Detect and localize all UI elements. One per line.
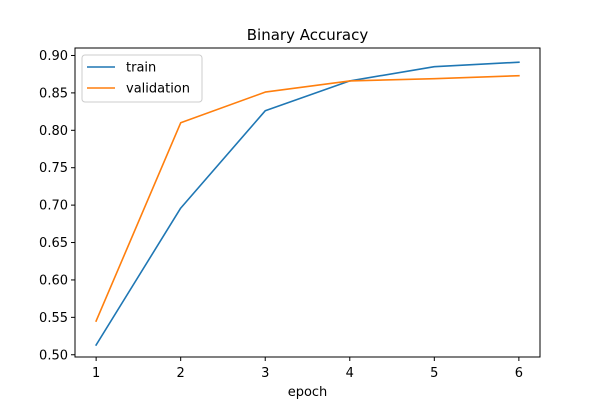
y-tick-label: 0.80	[39, 124, 68, 139]
plot-marks	[94, 61, 520, 347]
y-tick-label: 0.50	[39, 348, 68, 363]
y-tick-label: 0.60	[39, 273, 68, 288]
legend-label-train: train	[126, 61, 156, 76]
x-tick-label: 4	[346, 366, 354, 381]
plot-frame	[74, 47, 541, 358]
x-axis-label: epoch	[288, 385, 328, 400]
y-tick-label: 0.70	[39, 199, 68, 214]
x-tick-label: 5	[430, 366, 438, 381]
series-line-validation	[95, 74, 520, 323]
legend: train validation	[81, 54, 203, 103]
x-tick-label: 6	[515, 366, 523, 381]
y-axis: 0.50 0.55 0.60 0.65 0.70 0.75 0.80 0.85 0.90	[39, 49, 75, 363]
legend-label-validation: validation	[126, 82, 190, 97]
series-line-train	[94, 61, 520, 347]
x-tick-label: 3	[261, 366, 269, 381]
x-tick-label: 2	[177, 366, 185, 381]
y-tick-label: 0.75	[39, 161, 68, 176]
y-tick-label: 0.90	[39, 49, 68, 64]
y-tick-label: 0.85	[39, 86, 68, 101]
x-axis: 1 2 3 4 5 6	[92, 357, 523, 381]
x-tick-label: 1	[92, 366, 100, 381]
y-tick-label: 0.65	[39, 236, 68, 251]
chart-title: Binary Accuracy	[247, 26, 369, 44]
y-tick-label: 0.55	[39, 311, 68, 326]
